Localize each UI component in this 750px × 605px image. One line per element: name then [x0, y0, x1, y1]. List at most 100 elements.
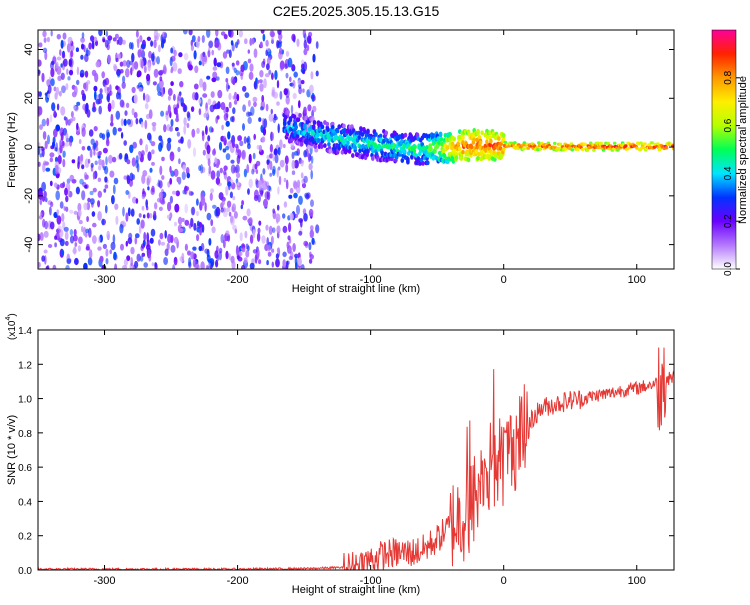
heatmap-cell [298, 100, 301, 109]
heatmap-cell [131, 86, 136, 94]
heatmap-cell [147, 62, 151, 72]
heatmap-cell [497, 136, 501, 142]
heatmap-cell [276, 204, 280, 211]
heatmap-cell [65, 265, 70, 269]
heatmap-cell [192, 147, 197, 158]
heatmap-cell [218, 141, 223, 151]
heatmap-cell [125, 68, 130, 78]
heatmap-cell [92, 187, 97, 193]
heatmap-cell [133, 111, 138, 119]
heatmap-cell [501, 136, 506, 142]
heatmap-cell [406, 158, 410, 164]
heatmap-cell [178, 52, 183, 58]
heatmap-cell [169, 195, 173, 204]
heatmap-cell [117, 72, 121, 78]
heatmap-cell [258, 179, 263, 190]
heatmap-cell [204, 248, 209, 254]
heatmap-cell [206, 30, 211, 38]
heatmap-cell [307, 144, 311, 150]
heatmap-cell [47, 84, 52, 94]
heatmap-cell [248, 153, 252, 164]
heatmap-cell [166, 141, 172, 152]
heatmap-cell [118, 152, 123, 160]
heatmap-cell [179, 81, 184, 88]
heatmap-cell [202, 81, 207, 92]
heatmap-cell [44, 140, 48, 150]
heatmap-cell [123, 118, 127, 126]
heatmap-cell [192, 246, 197, 251]
heatmap-cell [225, 185, 229, 196]
heatmap-cell [131, 52, 135, 63]
heatmap-cell [290, 104, 294, 115]
heatmap-cell [237, 135, 243, 142]
heatmap-cell [164, 230, 167, 239]
heatmap-cell [301, 264, 305, 269]
heatmap-cell [225, 82, 230, 92]
heatmap-cell [315, 70, 319, 77]
heatmap-cell [244, 230, 248, 239]
heatmap-cell [88, 249, 93, 259]
heatmap-cell [146, 212, 150, 219]
heatmap-cell [154, 262, 157, 268]
heatmap-cell [211, 226, 216, 234]
heatmap-cell [97, 177, 102, 182]
heatmap-cell [304, 33, 307, 42]
snr-x-label: Height of straight line (km) [292, 584, 420, 596]
heatmap-cell [292, 92, 297, 100]
heatmap-cell [161, 156, 165, 162]
heatmap-cell [409, 133, 413, 139]
heatmap-cell [167, 201, 172, 212]
heatmap-cell [113, 65, 118, 72]
heatmap-cell [102, 166, 107, 171]
snr-series-line [38, 347, 674, 570]
heatmap-cell [200, 195, 206, 206]
heatmap-cell [269, 172, 273, 177]
heatmap-cell [275, 253, 279, 260]
heatmap-cell [282, 143, 286, 149]
heatmap-cell [283, 121, 287, 127]
heatmap-cell [271, 72, 274, 80]
heatmap-cell [526, 146, 531, 150]
heatmap-cell [141, 150, 145, 157]
heatmap-cell [170, 47, 174, 54]
heatmap-cell [308, 208, 314, 217]
heatmap-cell [302, 88, 305, 93]
heatmap-cell [303, 240, 309, 247]
y-tick-label: 1.2 [18, 360, 32, 371]
heatmap-cell [259, 41, 263, 48]
heatmap-cell [146, 73, 151, 82]
heatmap-cell [114, 33, 119, 39]
heatmap-cell [480, 130, 484, 136]
heatmap-cell [160, 199, 166, 205]
heatmap-cell [271, 261, 274, 268]
heatmap-cell [315, 132, 320, 138]
heatmap-cell [241, 247, 246, 253]
heatmap-cell [42, 218, 46, 228]
heatmap-cell [196, 198, 199, 206]
heatmap-cell [97, 211, 102, 221]
heatmap-cell [235, 60, 240, 66]
heatmap-cell [459, 156, 464, 161]
heatmap-cell [81, 32, 85, 39]
heatmap-cell [180, 97, 184, 106]
heatmap-cell [501, 146, 506, 152]
heatmap-cell [165, 110, 169, 116]
heatmap-cell [38, 142, 41, 147]
heatmap-cell [269, 153, 274, 159]
heatmap-cell [123, 175, 128, 180]
heatmap-cell [126, 159, 131, 165]
heatmap-cell [223, 34, 228, 40]
heatmap-cell [68, 69, 74, 76]
heatmap-cell [476, 128, 480, 134]
heatmap-cell [178, 228, 184, 233]
heatmap-cell [38, 106, 43, 116]
heatmap-cell [260, 30, 265, 34]
heatmap-cell [49, 114, 53, 123]
heatmap-cell [458, 146, 462, 152]
heatmap-cell [50, 78, 55, 87]
x-tick-label: -100 [360, 575, 382, 587]
heatmap-cell [101, 264, 107, 269]
x-tick-label: 100 [628, 575, 646, 587]
heatmap-cell [225, 120, 230, 127]
heatmap-cell [501, 132, 506, 138]
